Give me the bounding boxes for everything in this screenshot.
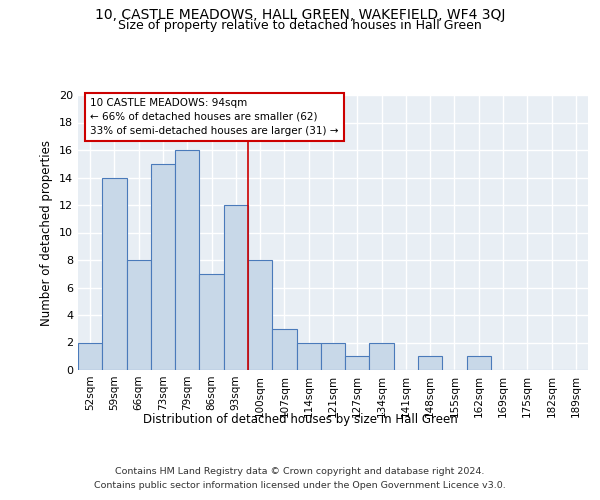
- Text: Contains HM Land Registry data © Crown copyright and database right 2024.: Contains HM Land Registry data © Crown c…: [115, 468, 485, 476]
- Bar: [78, 342, 102, 370]
- Text: Size of property relative to detached houses in Hall Green: Size of property relative to detached ho…: [118, 19, 482, 32]
- Bar: [102, 178, 127, 370]
- Bar: [272, 329, 296, 370]
- Bar: [224, 205, 248, 370]
- Bar: [248, 260, 272, 370]
- Y-axis label: Number of detached properties: Number of detached properties: [40, 140, 53, 326]
- Bar: [345, 356, 370, 370]
- Bar: [467, 356, 491, 370]
- Text: Distribution of detached houses by size in Hall Green: Distribution of detached houses by size …: [143, 412, 457, 426]
- Bar: [127, 260, 151, 370]
- Text: 10 CASTLE MEADOWS: 94sqm
← 66% of detached houses are smaller (62)
33% of semi-d: 10 CASTLE MEADOWS: 94sqm ← 66% of detach…: [90, 98, 338, 136]
- Bar: [175, 150, 199, 370]
- Text: Contains public sector information licensed under the Open Government Licence v3: Contains public sector information licen…: [94, 481, 506, 490]
- Bar: [199, 274, 224, 370]
- Bar: [370, 342, 394, 370]
- Bar: [321, 342, 345, 370]
- Bar: [296, 342, 321, 370]
- Text: 10, CASTLE MEADOWS, HALL GREEN, WAKEFIELD, WF4 3QJ: 10, CASTLE MEADOWS, HALL GREEN, WAKEFIEL…: [95, 8, 505, 22]
- Bar: [151, 164, 175, 370]
- Bar: [418, 356, 442, 370]
